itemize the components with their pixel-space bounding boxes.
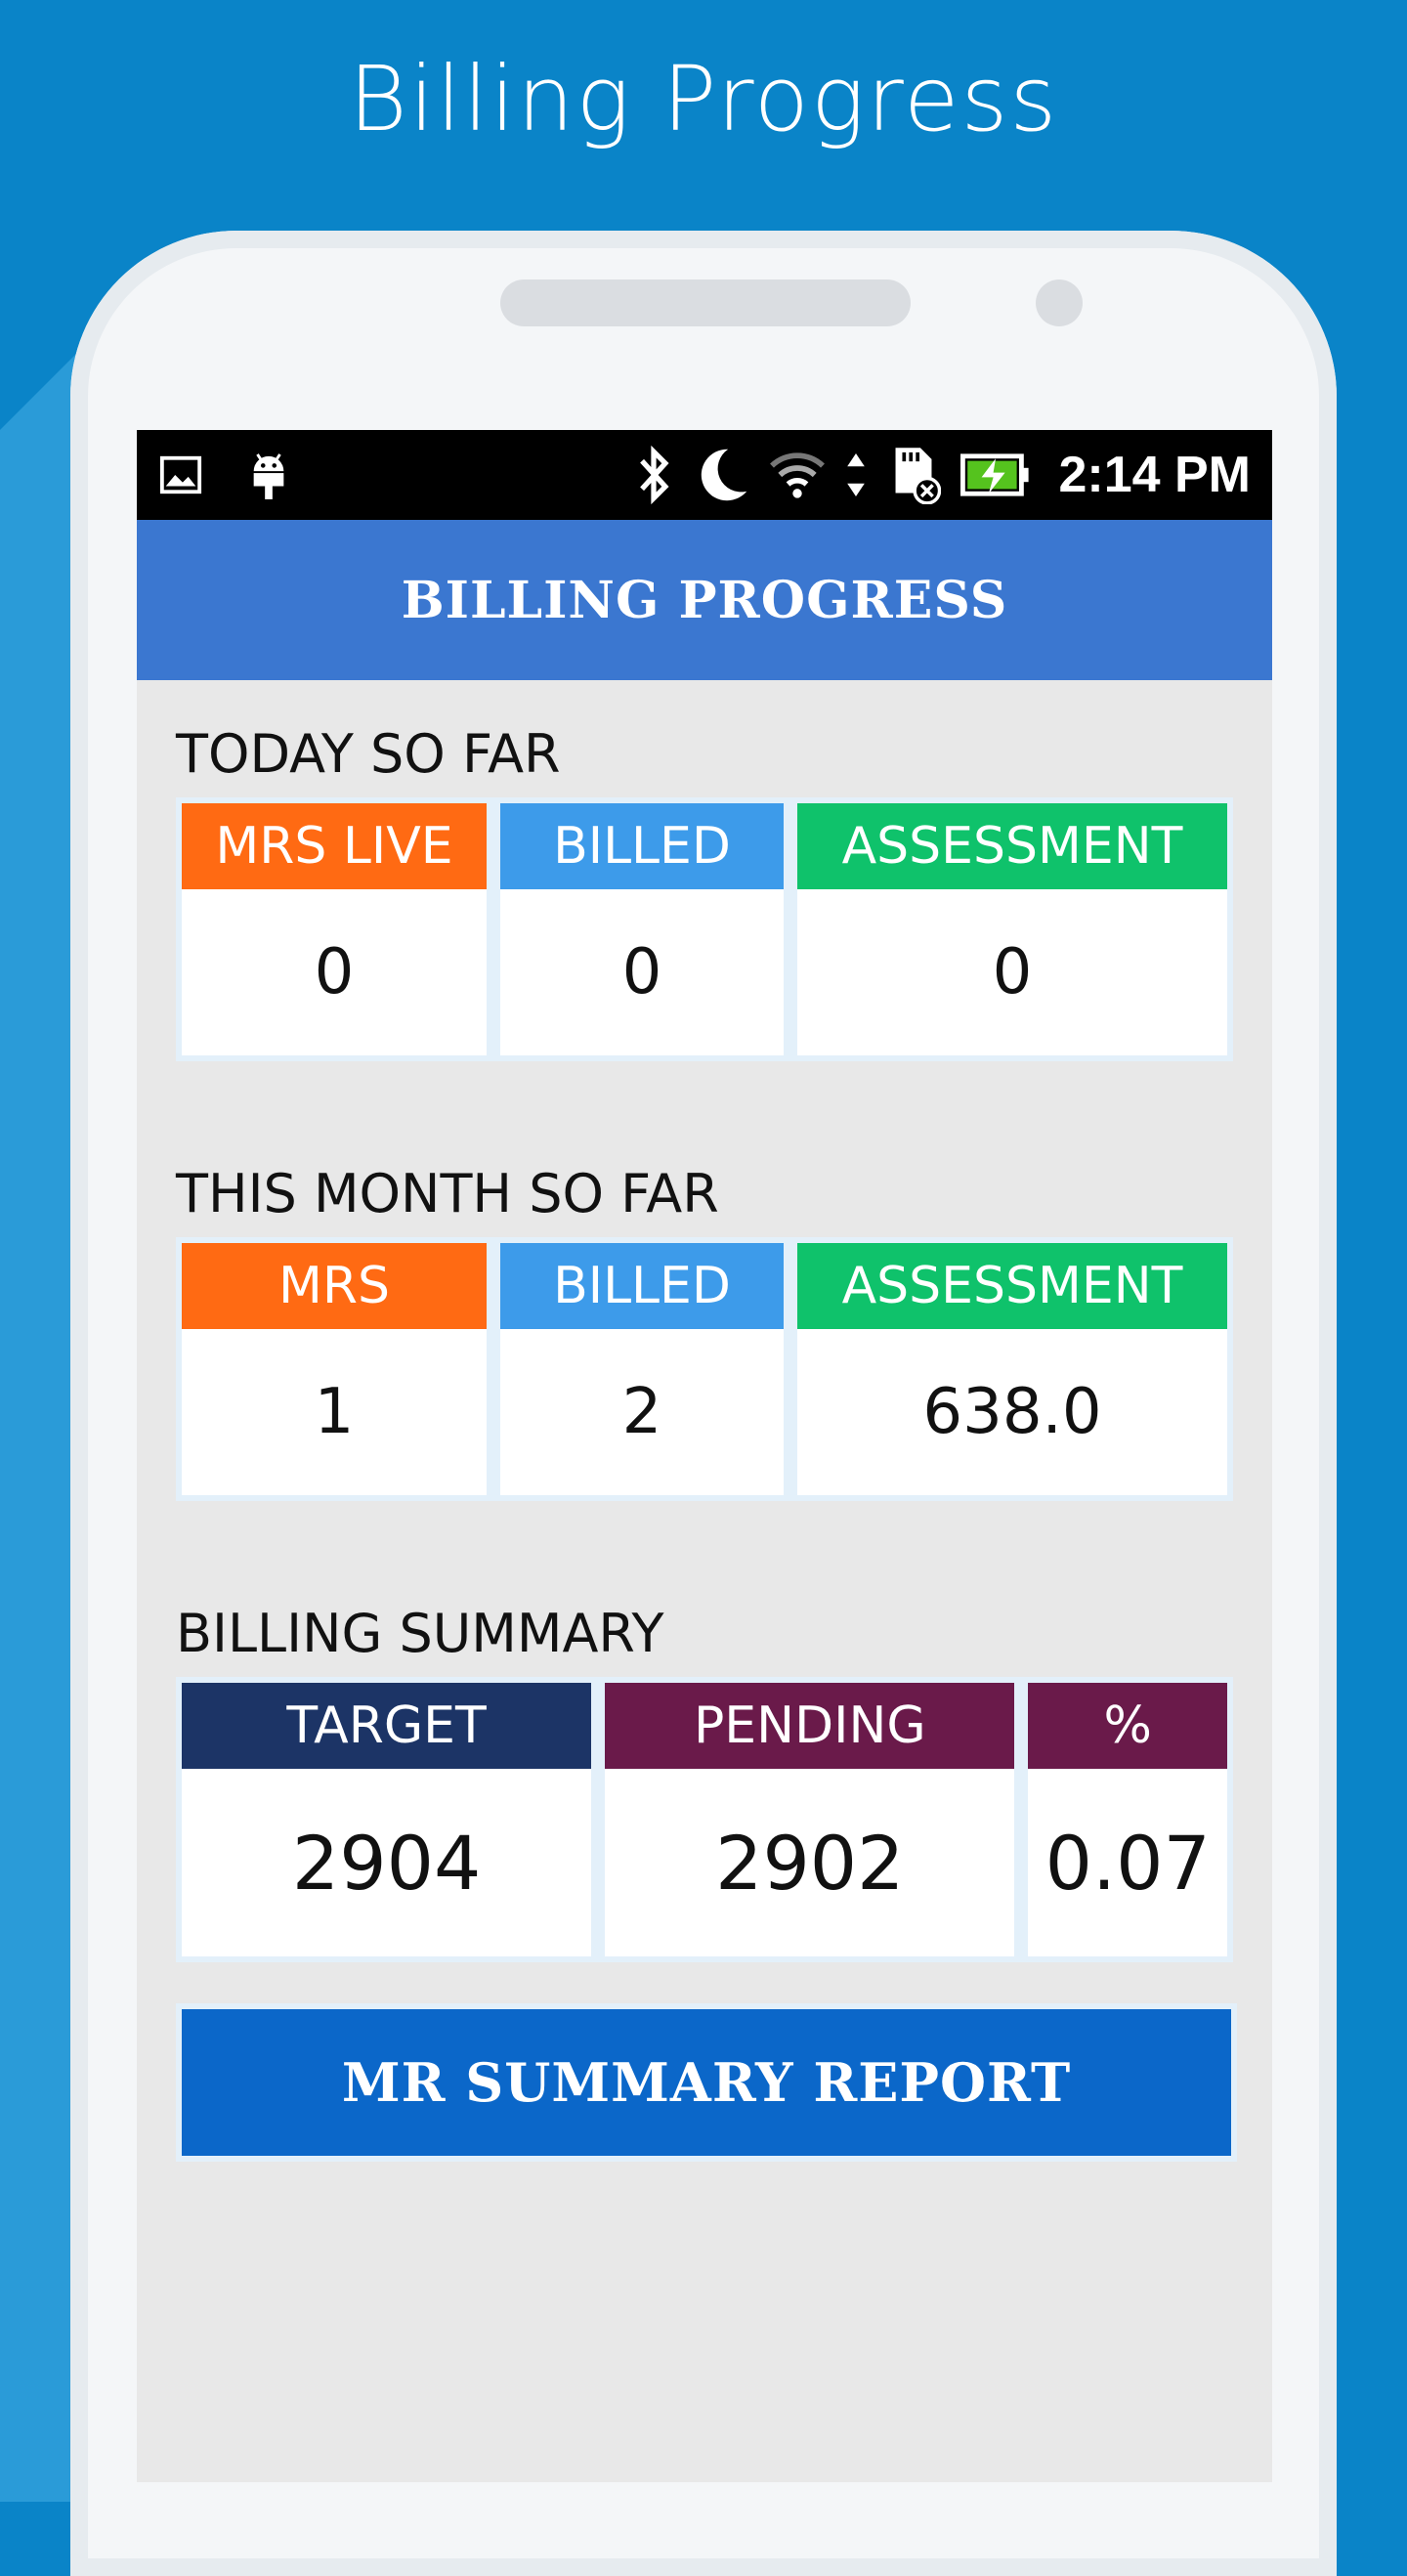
- card-header: BILLED: [500, 1243, 784, 1329]
- android-icon: [246, 448, 291, 502]
- battery-charging-icon: [960, 451, 1031, 498]
- moon-icon: [693, 445, 749, 505]
- card-assessment: ASSESSMENT 0: [797, 803, 1227, 1055]
- card-header: MRS: [182, 1243, 487, 1329]
- status-bar: 2:14 PM: [137, 430, 1272, 520]
- card-header: ASSESSMENT: [797, 1243, 1227, 1329]
- promo-title: Billing Progress: [348, 47, 1059, 151]
- phone-speaker: [500, 279, 911, 326]
- app-bar: BILLING PROGRESS: [137, 520, 1272, 680]
- today-cards: MRS LIVE 0 BILLED 0 ASSESSMENT 0: [176, 797, 1233, 1061]
- card-value: 2: [621, 1376, 662, 1448]
- month-cards: MRS 1 BILLED 2 ASSESSMENT 638.0: [176, 1237, 1233, 1501]
- section-title-month: THIS MONTH SO FAR: [176, 1163, 719, 1224]
- phone-camera: [1036, 279, 1083, 326]
- image-icon: [158, 452, 203, 497]
- card-target: TARGET 2904: [182, 1683, 592, 1956]
- data-arrows-icon: [845, 451, 867, 499]
- card-header: MRS LIVE: [182, 803, 487, 889]
- card-pending: PENDING 2902: [605, 1683, 1015, 1956]
- card-assessment: ASSESSMENT 638.0: [797, 1243, 1227, 1495]
- card-header: %: [1028, 1683, 1228, 1769]
- card-header: ASSESSMENT: [797, 803, 1227, 889]
- app-bar-title: BILLING PROGRESS: [401, 570, 1008, 630]
- card-header: BILLED: [500, 803, 784, 889]
- card-value: 0: [992, 936, 1033, 1009]
- summary-cards: TARGET 2904 PENDING 2902 % 0.07: [176, 1677, 1233, 1962]
- sd-card-icon: [886, 446, 942, 504]
- card-value: 0: [621, 936, 662, 1009]
- card-header: TARGET: [182, 1683, 592, 1769]
- section-title-summary: BILLING SUMMARY: [176, 1603, 664, 1664]
- card-mrs-live: MRS LIVE 0: [182, 803, 487, 1055]
- card-value: 0.07: [1045, 1819, 1211, 1907]
- card-percent: % 0.07: [1028, 1683, 1228, 1956]
- phone-frame: 2:14 PM BILLING PROGRESS TODAY SO FAR MR…: [70, 231, 1337, 2576]
- mr-summary-report-button[interactable]: MR SUMMARY REPORT: [182, 2009, 1231, 2156]
- section-title-today: TODAY SO FAR: [176, 723, 561, 785]
- card-value: 638.0: [922, 1376, 1102, 1448]
- card-value: 2902: [715, 1819, 905, 1907]
- card-value: 2904: [291, 1819, 482, 1907]
- phone-screen: 2:14 PM BILLING PROGRESS TODAY SO FAR MR…: [137, 430, 1272, 2482]
- card-mrs: MRS 1: [182, 1243, 487, 1495]
- wifi-icon: [769, 450, 826, 500]
- bluetooth-icon: [634, 445, 673, 505]
- card-billed: BILLED 2: [500, 1243, 784, 1495]
- main-content: TODAY SO FAR MRS LIVE 0 BILLED 0 ASSESSM…: [137, 715, 1272, 2156]
- card-value: 1: [314, 1376, 355, 1448]
- status-time: 2:14 PM: [1058, 447, 1251, 503]
- card-billed: BILLED 0: [500, 803, 784, 1055]
- card-value: 0: [314, 936, 355, 1009]
- card-header: PENDING: [605, 1683, 1015, 1769]
